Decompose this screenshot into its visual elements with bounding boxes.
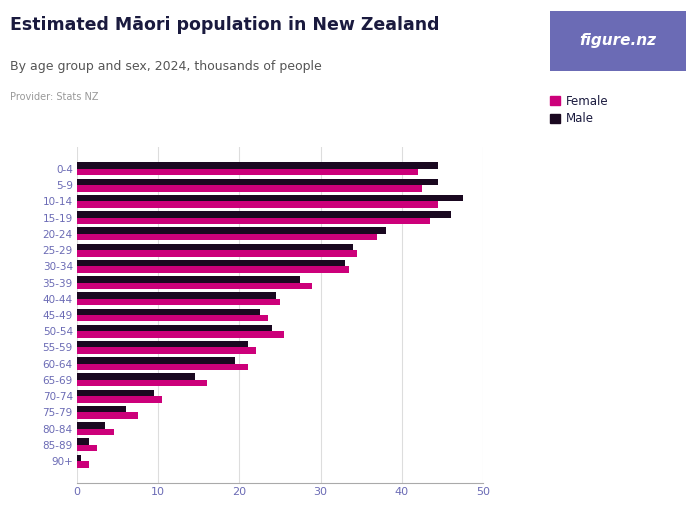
Bar: [77, 364, 248, 370]
Bar: [77, 260, 345, 266]
Bar: [77, 282, 312, 289]
Bar: [77, 325, 272, 331]
Bar: [77, 178, 438, 185]
Bar: [77, 276, 300, 282]
Text: Estimated Māori population in New Zealand: Estimated Māori population in New Zealan…: [10, 16, 440, 34]
Bar: [77, 438, 89, 445]
Bar: [77, 348, 256, 354]
Bar: [77, 390, 154, 396]
Bar: [77, 406, 126, 413]
Bar: [77, 455, 81, 461]
Bar: [77, 201, 438, 208]
Bar: [77, 396, 162, 403]
Bar: [77, 217, 430, 224]
Text: By age group and sex, 2024, thousands of people: By age group and sex, 2024, thousands of…: [10, 60, 322, 74]
Bar: [77, 373, 195, 380]
Bar: [77, 227, 386, 234]
Bar: [77, 162, 438, 169]
Bar: [77, 250, 357, 257]
Bar: [77, 234, 377, 240]
Bar: [77, 341, 248, 348]
Legend: Female, Male: Female, Male: [545, 90, 613, 130]
Bar: [77, 185, 422, 192]
Bar: [77, 445, 97, 452]
Bar: [77, 292, 276, 299]
Text: figure.nz: figure.nz: [580, 33, 657, 48]
Bar: [77, 422, 106, 429]
Text: Provider: Stats NZ: Provider: Stats NZ: [10, 92, 99, 102]
Bar: [77, 169, 418, 175]
Bar: [77, 266, 349, 273]
Bar: [77, 380, 207, 386]
Bar: [77, 331, 284, 338]
Bar: [77, 211, 451, 217]
Bar: [77, 413, 138, 419]
Bar: [77, 299, 280, 305]
Bar: [77, 429, 113, 435]
Bar: [77, 244, 353, 250]
Bar: [77, 461, 89, 468]
Bar: [77, 315, 268, 321]
Bar: [77, 195, 463, 201]
Bar: [77, 357, 235, 364]
Bar: [77, 309, 260, 315]
